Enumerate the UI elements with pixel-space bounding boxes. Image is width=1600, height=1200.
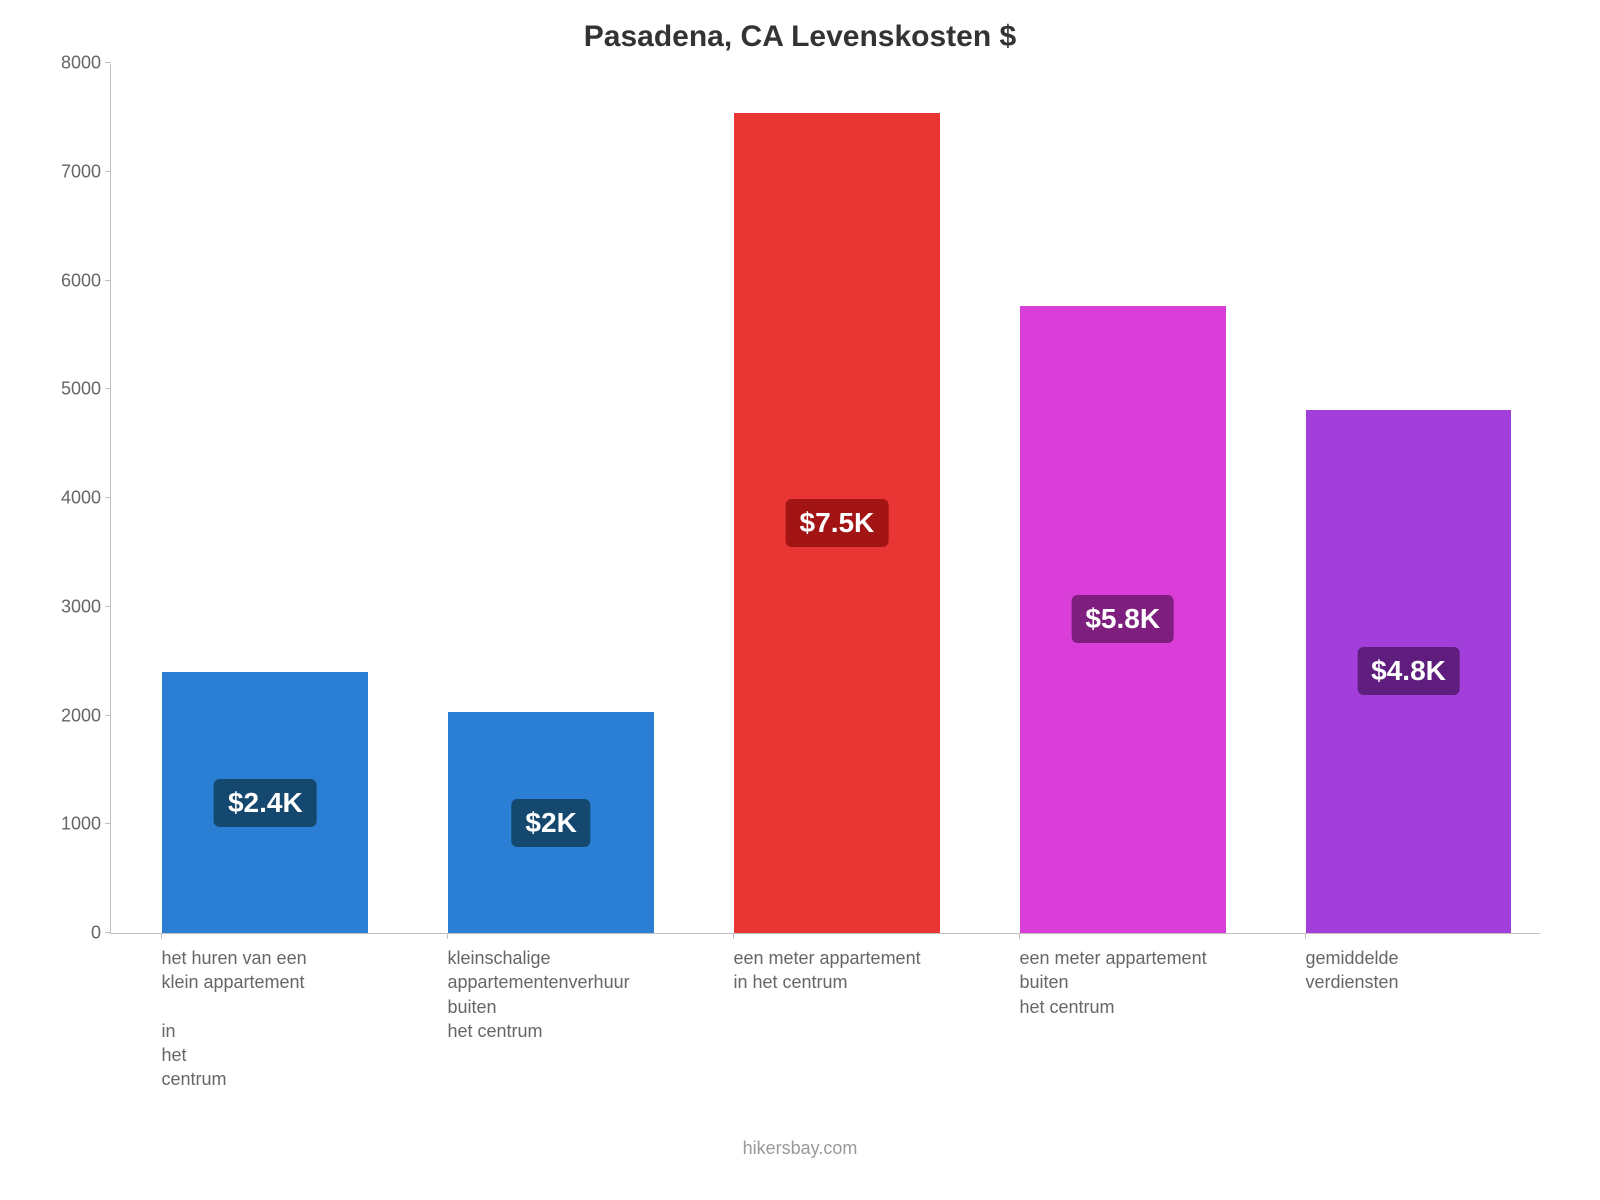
y-tick-mark — [105, 171, 111, 172]
bars-container: $2.4K $2K $7.5K $5.8K $4.8K — [111, 64, 1540, 933]
bar: $2K — [448, 712, 654, 933]
y-tick-mark — [105, 715, 111, 716]
y-tick-mark — [105, 932, 111, 933]
source-attribution: hikersbay.com — [40, 1138, 1560, 1159]
x-tick-mark — [161, 933, 162, 939]
y-tick-mark — [105, 388, 111, 389]
y-tick-mark — [105, 497, 111, 498]
plot-area: $2.4K$2K$7.5K$5.8K$4.8K 0100020003000400… — [110, 64, 1540, 934]
bar-value-label: $2.4K — [214, 779, 317, 827]
x-tick-label: kleinschalige appartementenverhuur buite… — [447, 946, 710, 1043]
bar: $4.8K — [1306, 410, 1512, 933]
x-tick-label: een meter appartement buiten het centrum — [1019, 946, 1282, 1019]
x-axis-labels: het huren van een klein appartement in h… — [110, 934, 1540, 1134]
bar-value-label: $4.8K — [1357, 647, 1460, 695]
y-tick-mark — [105, 606, 111, 607]
y-tick-mark — [105, 62, 111, 63]
bar-value-label: $5.8K — [1071, 595, 1174, 643]
x-tick-label: gemiddelde verdiensten — [1305, 946, 1568, 995]
y-tick-label: 6000 — [41, 270, 101, 291]
bar-value-label: $2K — [511, 799, 590, 847]
cost-of-living-chart: Pasadena, CA Levenskosten $ $2.4K $2K $7.5… — [0, 0, 1600, 1200]
bar: $2.4K — [162, 672, 368, 933]
x-tick-label: het huren van een klein appartement in h… — [161, 946, 424, 1092]
y-tick-label: 2000 — [41, 705, 101, 726]
x-tick-mark — [1305, 933, 1306, 939]
x-tick-mark — [1019, 933, 1020, 939]
bar-value-label: $7.5K — [786, 499, 889, 547]
y-tick-label: 4000 — [41, 488, 101, 509]
y-tick-label: 8000 — [41, 53, 101, 74]
chart-title: Pasadena, CA Levenskosten $ — [40, 20, 1560, 54]
x-tick-mark — [733, 933, 734, 939]
y-tick-label: 1000 — [41, 814, 101, 835]
bar: $5.8K — [1020, 306, 1226, 933]
y-tick-label: 3000 — [41, 596, 101, 617]
y-tick-mark — [105, 823, 111, 824]
x-tick-mark — [447, 933, 448, 939]
bar: $7.5K — [734, 113, 940, 933]
y-tick-label: 7000 — [41, 161, 101, 182]
y-tick-label: 0 — [41, 923, 101, 944]
x-tick-label: een meter appartement in het centrum — [733, 946, 996, 995]
y-tick-mark — [105, 280, 111, 281]
y-tick-label: 5000 — [41, 379, 101, 400]
